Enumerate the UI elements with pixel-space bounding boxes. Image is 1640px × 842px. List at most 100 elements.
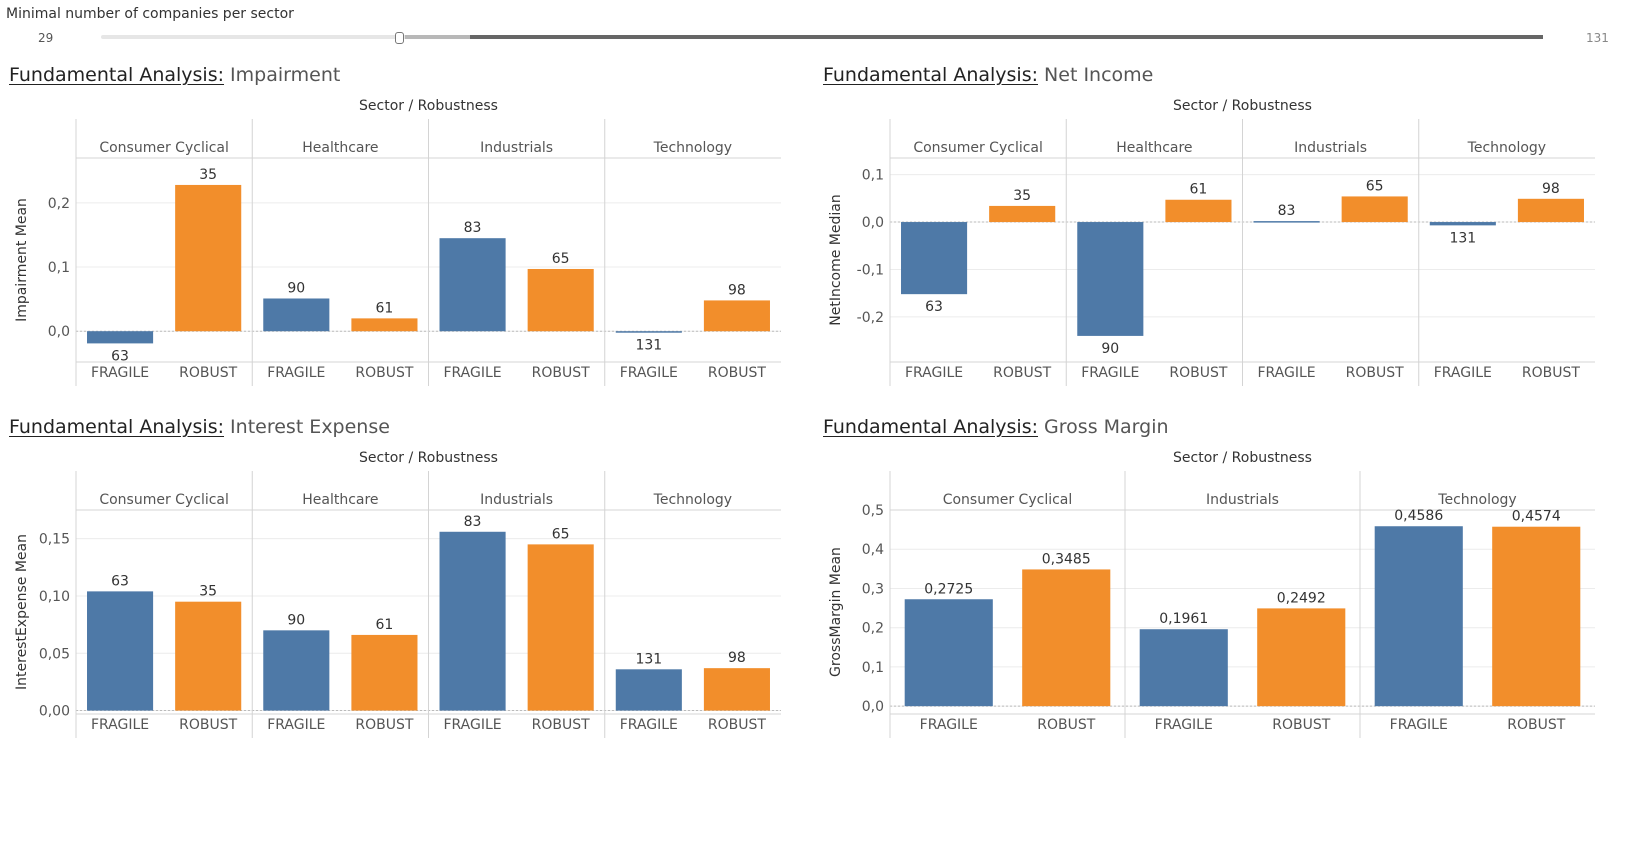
category-label: FRAGILE bbox=[443, 365, 501, 381]
y-tick-label: 0,0 bbox=[862, 215, 884, 231]
slider-min-label: 29 bbox=[38, 31, 54, 45]
data-label: 35 bbox=[199, 167, 217, 183]
y-tick-label: 0,00 bbox=[39, 704, 70, 720]
bar-robust bbox=[1517, 198, 1584, 223]
column-header: Sector / Robustness bbox=[1173, 98, 1312, 114]
column-header: Sector / Robustness bbox=[359, 98, 498, 114]
sector-header: Technology bbox=[653, 140, 732, 156]
category-label: ROBUST bbox=[355, 717, 413, 733]
category-label: FRAGILE bbox=[267, 365, 325, 381]
panel-title: Fundamental Analysis: Net Income bbox=[823, 64, 1153, 86]
panel-title-lead: Fundamental Analysis: bbox=[823, 416, 1039, 438]
slider-range[interactable] bbox=[470, 35, 1543, 39]
panel-title-metric: Interest Expense bbox=[224, 416, 390, 438]
data-label: 0,1961 bbox=[1159, 611, 1208, 627]
interest-expense-panel: Fundamental Analysis: Interest Expense S… bbox=[6, 416, 826, 768]
bar-robust bbox=[1165, 199, 1232, 223]
data-label: 98 bbox=[728, 282, 746, 298]
impairment-chart: Sector / Robustness Impairment Mean 0,0 0,1… bbox=[14, 98, 781, 386]
data-label: 90 bbox=[1101, 341, 1119, 357]
category-label: FRAGILE bbox=[91, 717, 149, 733]
y-tick-label: 0,4 bbox=[862, 542, 884, 558]
category-label: ROBUST bbox=[1037, 717, 1095, 733]
bar-fragile bbox=[901, 222, 968, 295]
y-axis-label: InterestExpense Mean bbox=[14, 534, 30, 690]
y-tick-label: 0,5 bbox=[862, 503, 884, 519]
category-label: ROBUST bbox=[355, 365, 413, 381]
panel-title-lead: Fundamental Analysis: bbox=[9, 416, 225, 438]
sector-header: Consumer Cyclical bbox=[99, 492, 229, 508]
filter-title: Minimal number of companies per sector bbox=[6, 6, 294, 22]
category-label: ROBUST bbox=[708, 717, 766, 733]
slider-thumb[interactable] bbox=[395, 32, 404, 44]
data-label: 131 bbox=[635, 651, 662, 667]
y-tick-label: 0,2 bbox=[48, 196, 70, 212]
bar-fragile bbox=[615, 669, 682, 711]
panel-title-metric: Gross Margin bbox=[1038, 416, 1169, 438]
data-label: 98 bbox=[1542, 181, 1560, 197]
y-tick-label: 0,1 bbox=[862, 660, 884, 676]
category-label: ROBUST bbox=[1522, 365, 1580, 381]
data-label: 90 bbox=[287, 612, 305, 628]
y-axis-label: Impairment Mean bbox=[14, 198, 30, 322]
sector-header: Industrials bbox=[1206, 492, 1279, 508]
category-label: FRAGILE bbox=[1257, 365, 1315, 381]
bar-robust bbox=[175, 184, 242, 332]
category-label: ROBUST bbox=[532, 365, 590, 381]
data-label: 0,4574 bbox=[1512, 509, 1561, 525]
data-label: 98 bbox=[728, 650, 746, 666]
bar-fragile bbox=[1253, 221, 1320, 223]
net-income-chart: Sector / Robustness NetIncome Median 0,1 0,… bbox=[828, 98, 1595, 386]
data-label: 83 bbox=[1278, 203, 1296, 219]
data-label: 65 bbox=[552, 526, 570, 542]
net-income-panel: Fundamental Analysis: Net Income Sector … bbox=[820, 64, 1640, 416]
y-tick-label: 0,1 bbox=[862, 168, 884, 184]
category-label: FRAGILE bbox=[443, 717, 501, 733]
y-tick-label: 0,0 bbox=[48, 324, 70, 340]
sector-header: Consumer Cyclical bbox=[913, 140, 1043, 156]
bar-robust bbox=[527, 544, 594, 711]
category-label: FRAGILE bbox=[620, 717, 678, 733]
category-label: ROBUST bbox=[1272, 717, 1330, 733]
sector-header: Technology bbox=[1437, 492, 1516, 508]
data-label: 35 bbox=[1013, 188, 1031, 204]
category-label: ROBUST bbox=[1507, 717, 1565, 733]
data-label: 61 bbox=[1190, 182, 1208, 198]
bar-fragile bbox=[87, 331, 154, 344]
category-label: FRAGILE bbox=[1390, 717, 1448, 733]
category-label: ROBUST bbox=[532, 717, 590, 733]
y-axis-label: NetIncome Median bbox=[828, 194, 844, 325]
bar-robust bbox=[1492, 526, 1581, 707]
bar-robust bbox=[703, 668, 770, 711]
bar-robust bbox=[989, 205, 1056, 223]
data-label: 131 bbox=[1449, 230, 1476, 246]
panel-title: Fundamental Analysis: Gross Margin bbox=[823, 416, 1169, 438]
impairment-panel: Fundamental Analysis: Impairment Sector … bbox=[6, 64, 826, 416]
category-label: FRAGILE bbox=[905, 365, 963, 381]
sector-header: Industrials bbox=[1294, 140, 1367, 156]
data-label: 83 bbox=[464, 514, 482, 530]
data-label: 65 bbox=[552, 251, 570, 267]
sector-header: Technology bbox=[1467, 140, 1546, 156]
sector-header: Consumer Cyclical bbox=[943, 492, 1073, 508]
bar-robust bbox=[527, 268, 594, 332]
column-header: Sector / Robustness bbox=[359, 450, 498, 466]
data-label: 61 bbox=[376, 300, 394, 316]
bar-fragile bbox=[439, 238, 506, 332]
bar-fragile bbox=[1429, 222, 1496, 226]
bar-fragile bbox=[1139, 629, 1228, 707]
category-label: ROBUST bbox=[1346, 365, 1404, 381]
sector-header: Consumer Cyclical bbox=[99, 140, 229, 156]
bar-fragile bbox=[615, 331, 682, 333]
category-label: FRAGILE bbox=[91, 365, 149, 381]
data-label: 63 bbox=[925, 299, 943, 315]
data-label: 131 bbox=[635, 338, 662, 354]
y-tick-label: 0,0 bbox=[862, 699, 884, 715]
category-label: FRAGILE bbox=[920, 717, 978, 733]
bar-fragile bbox=[87, 591, 154, 711]
sector-header: Healthcare bbox=[302, 140, 378, 156]
bar-robust bbox=[703, 300, 770, 332]
y-tick-label: -0,2 bbox=[857, 310, 884, 326]
data-label: 83 bbox=[464, 220, 482, 236]
sector-header: Industrials bbox=[480, 492, 553, 508]
